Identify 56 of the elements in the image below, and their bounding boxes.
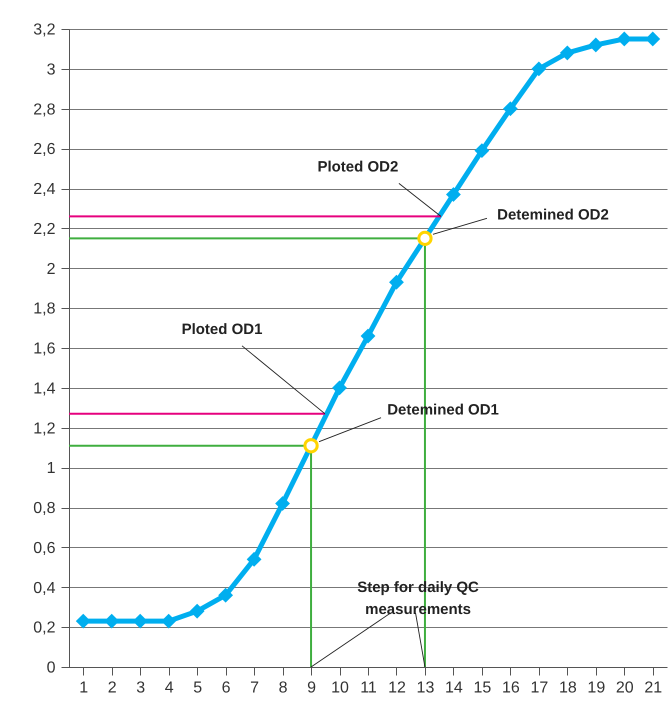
y-tick-label: 0 bbox=[46, 660, 56, 676]
point bbox=[560, 46, 575, 60]
annotation: Detemined OD2 bbox=[497, 206, 609, 224]
y-tick-label: 0,8 bbox=[33, 500, 56, 517]
x-tick-label: 8 bbox=[278, 680, 288, 696]
y-tick-label: 2,4 bbox=[33, 181, 56, 198]
point bbox=[275, 496, 290, 511]
annotation: Ploted OD2 bbox=[317, 158, 398, 176]
point bbox=[332, 380, 347, 396]
point bbox=[389, 274, 404, 290]
x-tick-label: 4 bbox=[164, 680, 174, 696]
y-tick-label: 1,2 bbox=[33, 420, 56, 438]
point bbox=[588, 38, 604, 52]
point bbox=[303, 438, 319, 454]
point bbox=[246, 552, 262, 567]
x-tick-label: 3 bbox=[136, 680, 146, 696]
x-tick-label: 2 bbox=[108, 680, 117, 696]
point bbox=[360, 328, 376, 344]
x-tick-label: 21 bbox=[644, 680, 662, 696]
x-tick-label: 18 bbox=[558, 680, 577, 696]
x-tick-label: 16 bbox=[502, 680, 520, 696]
y-tick-label: 3,2 bbox=[33, 22, 56, 38]
y-tick-label: 2,2 bbox=[33, 220, 56, 238]
x-tick-label: 19 bbox=[587, 680, 606, 696]
y-tick-label: 3 bbox=[46, 61, 56, 78]
point bbox=[218, 588, 234, 603]
point bbox=[417, 230, 433, 246]
x-tick-label: 10 bbox=[331, 680, 350, 696]
point bbox=[531, 61, 546, 76]
point bbox=[446, 187, 461, 202]
y-tick-label: 0,4 bbox=[33, 580, 56, 597]
x-tick-label: 13 bbox=[416, 680, 434, 696]
x-tick-label: 14 bbox=[445, 680, 463, 696]
point bbox=[190, 604, 205, 619]
y-tick-label: 2,6 bbox=[33, 141, 56, 158]
x-tick-label: 20 bbox=[616, 680, 634, 696]
x-tick-label: 6 bbox=[222, 680, 231, 696]
point bbox=[502, 101, 518, 116]
x-tick-label: 15 bbox=[474, 680, 492, 696]
x-tick-label: 5 bbox=[193, 680, 202, 696]
y-tick-label: 2 bbox=[46, 260, 56, 278]
x-tick-label: 9 bbox=[307, 680, 316, 696]
x-tick-label: 17 bbox=[530, 680, 548, 696]
x-tick-label: 7 bbox=[250, 680, 260, 696]
x-tick-label: 11 bbox=[360, 680, 377, 696]
y-tick-label: 1,6 bbox=[33, 340, 56, 358]
y-tick-label: 0,6 bbox=[33, 540, 56, 557]
x-tick-label: 12 bbox=[388, 680, 406, 696]
y-tick-label: 2,8 bbox=[33, 101, 56, 118]
x-tick-label: 1 bbox=[79, 680, 88, 696]
annotation: Ploted OD1 bbox=[182, 320, 262, 338]
y-tick-label: 1 bbox=[46, 460, 56, 478]
y-tick-label: 0,2 bbox=[33, 620, 56, 637]
point bbox=[474, 143, 490, 158]
y-tick-label: 1,8 bbox=[33, 300, 56, 318]
y-tick-label: 1,4 bbox=[33, 380, 56, 398]
